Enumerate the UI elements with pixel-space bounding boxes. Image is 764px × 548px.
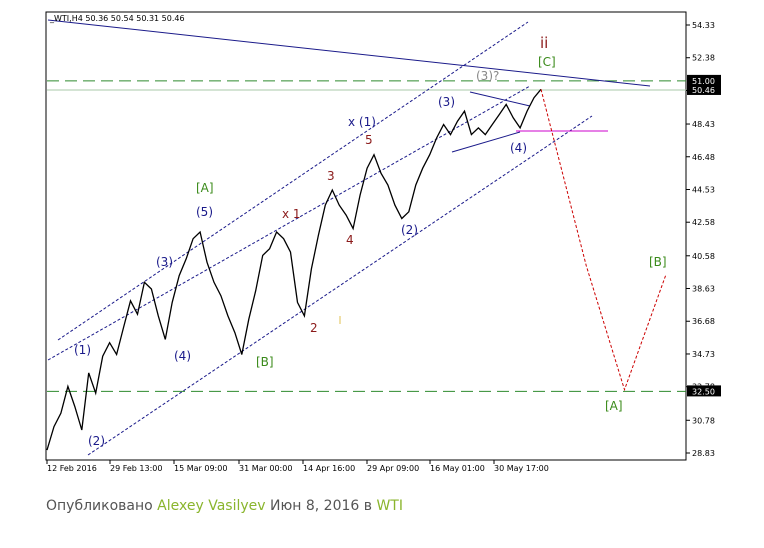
- wave-label-4-top: (4): [510, 141, 527, 155]
- forecast-line: [540, 89, 667, 392]
- price-tag-label: 32.50: [692, 387, 715, 396]
- wave-label-4-red: 4: [346, 233, 354, 247]
- wave-label-ii: ii: [540, 34, 548, 52]
- wave-label-2-bottom: (2): [88, 434, 105, 448]
- wave-label-2-red: 2: [310, 321, 318, 335]
- y-tick-label: 30.78: [692, 416, 715, 425]
- wave-label-1: (1): [74, 343, 91, 357]
- x-tick-label: 30 May 17:00: [494, 464, 549, 473]
- x-tick-label: 29 Feb 13:00: [110, 464, 162, 473]
- publication-footer: Опубликовано Alexey Vasilyev Июн 8, 2016…: [46, 498, 403, 514]
- y-tick-label: 28.83: [692, 449, 715, 458]
- y-tick-label: 42.58: [692, 218, 715, 227]
- y-tick-label: 52.38: [692, 54, 715, 63]
- footer-prefix: Опубликовано: [46, 498, 158, 514]
- wave-label-3q: (3)?: [476, 69, 499, 83]
- author-link[interactable]: Alexey Vasilyev: [157, 498, 266, 514]
- price-tag-box: [687, 83, 721, 95]
- wave-label-3-red: 3: [327, 169, 335, 183]
- price-tag-label: 51.00: [692, 77, 715, 86]
- price-tag-label: 50.46: [692, 86, 715, 95]
- upper-channel-line: [57, 21, 529, 341]
- wave-label-3-top: (3): [438, 95, 455, 109]
- price-tag-box: [687, 385, 721, 397]
- x-tick-label: 29 Apr 09:00: [367, 464, 419, 473]
- wave-label-C: [C]: [538, 55, 556, 69]
- wave-label-x1: x 1: [282, 207, 301, 221]
- x-tick-label: 31 Mar 00:00: [239, 464, 292, 473]
- plot-area: [45, 11, 687, 461]
- wave-label-2-mid: (2): [401, 223, 418, 237]
- y-tick-label: 40.58: [692, 252, 715, 261]
- wave-label-A-right: [A]: [605, 399, 623, 413]
- x-tick-label: 15 Mar 09:00: [174, 464, 227, 473]
- y-tick-label: 54.33: [692, 21, 715, 30]
- wave-label-5-red: 5: [365, 133, 373, 147]
- wave-label-B-left: [B]: [256, 355, 274, 369]
- price-tag-box: [687, 74, 721, 86]
- chart-svg: 54.3352.3850.4348.4346.4844.5342.5840.58…: [45, 11, 721, 473]
- y-tick-label: 48.43: [692, 120, 715, 129]
- x-tick-label: 14 Apr 16:00: [303, 464, 355, 473]
- footer-middle: Июн 8, 2016 в: [265, 498, 377, 514]
- chart-header: _WTI,H4 50.36 50.54 50.31 50.46: [49, 14, 185, 23]
- y-tick-label: 36.68: [692, 317, 715, 326]
- x-tick-label: 12 Feb 2016: [47, 464, 97, 473]
- long-trend-line: [47, 19, 651, 87]
- x-tick-label: 16 May 01:00: [430, 464, 485, 473]
- wave-label-5: (5): [196, 205, 213, 219]
- x-axis: 12 Feb 2016 29 Feb 13:00 15 Mar 09:00 31 Ma…: [46, 460, 549, 473]
- wave-labels: ii [C] (3)? (3) x (1) 5 (4) 3 [A] (5) x …: [74, 34, 667, 448]
- channel-lines: [47, 19, 651, 456]
- y-tick-label: 38.63: [692, 285, 715, 294]
- lower-channel-line: [87, 115, 593, 456]
- wave-label-x1-paren: x (1): [348, 115, 376, 129]
- middle-channel-line: [47, 85, 531, 361]
- wave-label-3-left: (3): [156, 255, 173, 269]
- symbol-link[interactable]: WTI: [376, 498, 403, 514]
- y-tick-label: 44.53: [692, 185, 715, 194]
- triangle-bottom-line: [451, 131, 521, 153]
- wave-label-B-right: [B]: [649, 255, 667, 269]
- price-line: [46, 88, 542, 451]
- triangle-top-line: [469, 91, 531, 107]
- wave-label-A-left: [A]: [196, 181, 214, 195]
- wave-label-4-left: (4): [174, 349, 191, 363]
- y-tick-label: 46.48: [692, 153, 715, 162]
- y-tick-label: 34.73: [692, 350, 715, 359]
